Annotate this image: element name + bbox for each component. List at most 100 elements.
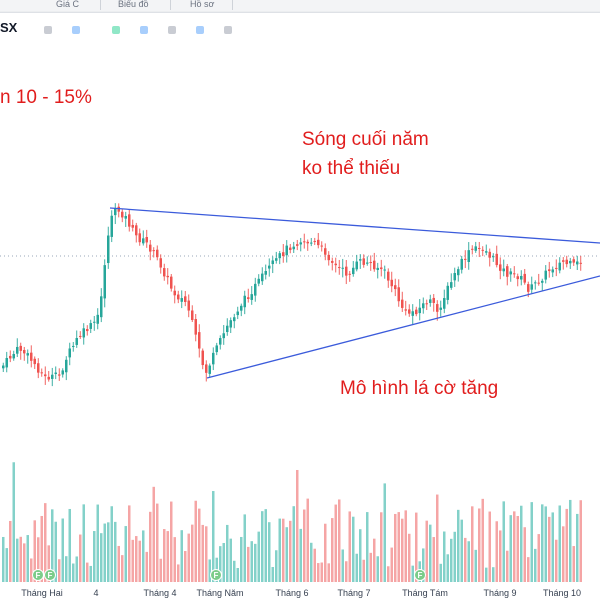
candle-body[interactable]	[229, 320, 233, 328]
candle-body[interactable]	[107, 235, 110, 264]
toolbar-icon[interactable]	[224, 26, 232, 34]
candle-body[interactable]	[572, 259, 576, 263]
candle-body[interactable]	[383, 269, 387, 271]
candle-body[interactable]	[362, 258, 366, 265]
candle-body[interactable]	[303, 241, 306, 243]
candle-body[interactable]	[79, 335, 82, 337]
event-marker[interactable]: F	[210, 569, 222, 581]
candle-body[interactable]	[142, 238, 145, 244]
candle-body[interactable]	[429, 299, 432, 303]
candle-body[interactable]	[366, 262, 369, 264]
candle-body[interactable]	[306, 241, 310, 244]
candle-body[interactable]	[254, 283, 257, 296]
candle-body[interactable]	[30, 352, 33, 361]
candle-body[interactable]	[180, 298, 184, 302]
candle-body[interactable]	[481, 249, 485, 251]
candle-body[interactable]	[439, 307, 443, 310]
candle-body[interactable]	[436, 304, 439, 312]
candle-body[interactable]	[135, 225, 138, 236]
candle-body[interactable]	[446, 285, 450, 300]
candle-body[interactable]	[170, 276, 173, 289]
candle-body[interactable]	[327, 254, 331, 261]
candle-body[interactable]	[194, 319, 198, 335]
candle-body[interactable]	[338, 267, 341, 269]
candle-body[interactable]	[215, 345, 219, 353]
candle-body[interactable]	[145, 237, 149, 243]
candle-body[interactable]	[464, 258, 467, 260]
candle-body[interactable]	[471, 248, 474, 250]
candle-body[interactable]	[544, 270, 548, 280]
candle-body[interactable]	[509, 271, 513, 275]
candle-body[interactable]	[324, 248, 327, 255]
candle-body[interactable]	[488, 251, 492, 258]
candle-body[interactable]	[219, 338, 222, 345]
candle-body[interactable]	[103, 265, 107, 299]
candle-body[interactable]	[33, 358, 37, 365]
candle-body[interactable]	[569, 260, 572, 264]
candle-body[interactable]	[565, 259, 569, 265]
candle-body[interactable]	[352, 267, 355, 275]
candle-body[interactable]	[278, 253, 282, 259]
candle-body[interactable]	[555, 267, 558, 269]
candle-body[interactable]	[457, 269, 460, 276]
candle-body[interactable]	[198, 332, 201, 349]
toolbar-icon[interactable]	[140, 26, 148, 34]
candle-body[interactable]	[369, 262, 373, 264]
candle-body[interactable]	[534, 282, 537, 284]
candle-body[interactable]	[317, 239, 320, 246]
candle-body[interactable]	[12, 353, 16, 359]
candle-body[interactable]	[313, 240, 317, 242]
candle-body[interactable]	[271, 260, 275, 265]
candle-body[interactable]	[562, 260, 565, 262]
event-marker[interactable]: F	[414, 569, 426, 581]
candle-body[interactable]	[502, 268, 506, 272]
candle-body[interactable]	[201, 350, 205, 366]
candle-body[interactable]	[443, 298, 446, 309]
candle-body[interactable]	[212, 352, 215, 365]
candle-body[interactable]	[5, 358, 9, 368]
candle-body[interactable]	[397, 287, 401, 302]
candle-body[interactable]	[86, 329, 89, 332]
candle-body[interactable]	[558, 262, 562, 271]
candle-body[interactable]	[226, 325, 229, 333]
candle-body[interactable]	[282, 252, 285, 257]
candle-body[interactable]	[184, 296, 187, 302]
candle-body[interactable]	[376, 267, 380, 270]
candle-body[interactable]	[408, 309, 411, 314]
candle-body[interactable]	[93, 321, 96, 323]
candle-body[interactable]	[222, 333, 226, 339]
candle-body[interactable]	[348, 273, 352, 275]
candle-body[interactable]	[530, 284, 534, 290]
lower-trendline[interactable]	[206, 275, 600, 379]
candle-body[interactable]	[460, 258, 464, 270]
candle-body[interactable]	[450, 282, 453, 288]
candle-body[interactable]	[159, 258, 163, 268]
candle-body[interactable]	[131, 224, 135, 228]
candle-body[interactable]	[422, 303, 425, 309]
candle-body[interactable]	[453, 272, 457, 281]
candle-body[interactable]	[292, 246, 296, 250]
candle-body[interactable]	[82, 328, 86, 338]
candle-body[interactable]	[520, 275, 523, 280]
candle-body[interactable]	[26, 353, 30, 356]
candle-body[interactable]	[114, 208, 117, 216]
candle-body[interactable]	[16, 346, 19, 354]
candle-body[interactable]	[289, 247, 292, 251]
candle-body[interactable]	[394, 285, 397, 290]
candle-body[interactable]	[331, 260, 334, 263]
candle-body[interactable]	[236, 311, 240, 316]
candle-body[interactable]	[527, 284, 530, 292]
candle-body[interactable]	[89, 323, 93, 329]
candle-body[interactable]	[579, 262, 583, 264]
candle-body[interactable]	[541, 280, 544, 283]
symbol-ticker[interactable]: SX	[0, 20, 18, 35]
candle-body[interactable]	[205, 364, 208, 373]
candle-body[interactable]	[9, 355, 12, 359]
candle-body[interactable]	[551, 269, 555, 273]
candle-body[interactable]	[40, 372, 44, 374]
candle-body[interactable]	[261, 273, 264, 282]
toolbar-icon[interactable]	[72, 26, 80, 34]
candle-body[interactable]	[467, 250, 471, 262]
candle-body[interactable]	[247, 297, 250, 299]
candle-body[interactable]	[345, 266, 348, 276]
